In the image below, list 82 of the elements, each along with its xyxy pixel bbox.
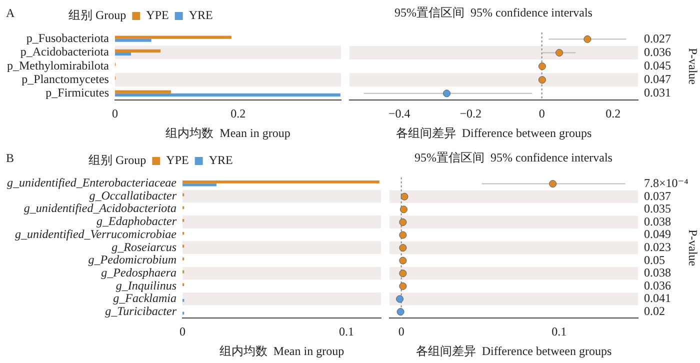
point: [399, 218, 407, 226]
y-tick-label: g_Edaphobacter: [96, 214, 177, 228]
legend-label: YPE: [146, 8, 169, 22]
text: 0.02: [644, 304, 665, 318]
text: B: [6, 151, 14, 166]
y-tick-label: g_Pedomicrobium: [88, 252, 177, 267]
point: [399, 256, 407, 264]
x-tick-label: 0.1: [339, 324, 354, 339]
text: 0.049: [644, 227, 671, 242]
point: [399, 231, 407, 239]
y-tick-label: p_Fusobacteriota: [26, 30, 110, 45]
y-tick-label: g_unidentified_Verrucomicrobiae: [14, 226, 178, 241]
point: [399, 270, 407, 278]
legend-title: 组别 Group: [88, 153, 146, 168]
bar: [182, 180, 380, 184]
x-axis-title: 组内均数 Mean in group: [219, 344, 344, 358]
y-tick-label: g_Inquilinus: [116, 278, 177, 292]
x-tick-label: −0.4: [388, 106, 410, 121]
point: [396, 308, 404, 316]
bar: [114, 36, 232, 39]
y2-axis-title: P-value: [686, 48, 700, 85]
text: 0.027: [644, 31, 671, 46]
y-tick-label: g_Occallatibacter: [89, 188, 177, 202]
text: 0.041: [644, 291, 671, 306]
point: [396, 295, 404, 303]
point: [400, 192, 408, 200]
text: 0.037: [644, 188, 671, 203]
text: 0.038: [644, 214, 671, 228]
y-tick-label: p_Methylomirabilota: [7, 58, 110, 72]
x-axis-title: 组内均数 Mean in group: [166, 126, 290, 140]
chart-title: 95%置信区间 95% confidence intervals: [414, 150, 613, 164]
bar: [182, 183, 216, 186]
text: A: [6, 6, 15, 20]
point: [538, 76, 546, 84]
text: 0.036: [644, 44, 671, 59]
text: 0.036: [644, 278, 671, 292]
point: [442, 90, 450, 98]
x-tick-label: 0: [538, 106, 545, 121]
bar: [114, 38, 152, 42]
text: 0.05: [644, 252, 665, 267]
bar: [114, 49, 161, 52]
point: [400, 206, 408, 214]
y-tick-label: g_Pedosphaera: [101, 265, 177, 280]
chart-title: 95%置信区间 95% confidence intervals: [394, 5, 593, 20]
legend-label: YRE: [188, 8, 213, 22]
y-tick-label: g_Roseiarcus: [112, 240, 177, 254]
point: [584, 35, 592, 43]
text: 0.035: [644, 202, 671, 216]
text: 0.038: [644, 266, 671, 280]
bar: [114, 90, 172, 94]
legend-label: YPE: [166, 153, 189, 168]
y-tick-label: g_Facklamia: [113, 291, 177, 306]
x-tick-label: 0: [180, 324, 186, 339]
legend-title: 组别 Group: [68, 8, 126, 22]
x-axis-title: 各组间差异 Difference between groups: [416, 344, 612, 358]
legend-label: YRE: [208, 153, 233, 168]
text: 0.047: [644, 72, 671, 86]
y-tick-label: g_unidentified_Enterobacteriaceae: [6, 176, 178, 190]
y-tick-label: p_Firmicutes: [46, 86, 110, 100]
x-tick-label: 0: [112, 106, 118, 121]
text: 0.023: [644, 240, 671, 254]
bar: [114, 93, 340, 96]
y-tick-label: p_Planctomycetes: [22, 72, 110, 86]
text: 0.031: [644, 86, 671, 100]
point: [399, 282, 407, 290]
x-tick-label: 0.2: [230, 106, 246, 121]
x-axis-title: 各组间差异 Difference between groups: [396, 126, 592, 140]
x-tick-label: 0.1: [552, 324, 567, 339]
y2-axis-title: P-value: [686, 229, 700, 266]
y-tick-label: g_unidentified_Acidobacteriota: [24, 201, 177, 216]
text: 0.045: [644, 58, 671, 72]
x-tick-label: 0: [398, 324, 404, 339]
point: [556, 48, 564, 56]
point: [399, 244, 407, 252]
x-tick-label: 0.2: [606, 106, 621, 121]
point: [549, 180, 557, 188]
text: 7.8×10⁻⁴: [644, 176, 688, 190]
y-tick-label: g_Turicibacter: [105, 304, 177, 318]
y-tick-label: p_Acidobacteriota: [20, 44, 110, 59]
point: [538, 62, 546, 70]
bar: [114, 52, 131, 56]
x-tick-label: −0.2: [460, 106, 482, 121]
